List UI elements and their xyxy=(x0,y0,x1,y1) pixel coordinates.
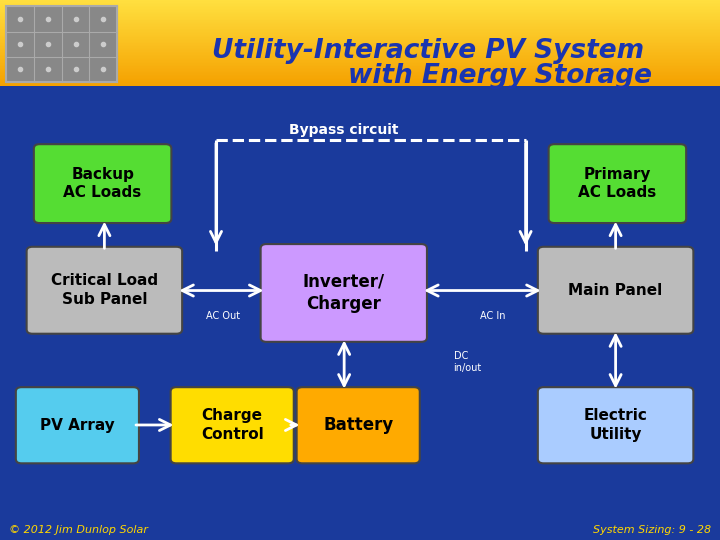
FancyBboxPatch shape xyxy=(0,19,720,20)
FancyBboxPatch shape xyxy=(0,10,720,11)
FancyBboxPatch shape xyxy=(0,62,720,63)
FancyBboxPatch shape xyxy=(297,387,420,463)
FancyBboxPatch shape xyxy=(0,69,720,71)
FancyBboxPatch shape xyxy=(0,2,720,3)
Text: Primary
AC Loads: Primary AC Loads xyxy=(578,167,657,200)
FancyBboxPatch shape xyxy=(0,15,720,16)
FancyBboxPatch shape xyxy=(0,28,720,29)
FancyBboxPatch shape xyxy=(0,58,720,59)
FancyBboxPatch shape xyxy=(0,72,720,73)
FancyBboxPatch shape xyxy=(0,11,720,13)
FancyBboxPatch shape xyxy=(0,66,720,68)
Text: Electric
Utility: Electric Utility xyxy=(584,408,647,442)
FancyBboxPatch shape xyxy=(0,39,720,40)
FancyBboxPatch shape xyxy=(0,59,720,60)
FancyBboxPatch shape xyxy=(0,43,720,45)
FancyBboxPatch shape xyxy=(0,33,720,35)
FancyBboxPatch shape xyxy=(0,23,720,24)
FancyBboxPatch shape xyxy=(0,40,720,42)
Text: PV Array: PV Array xyxy=(40,418,114,433)
FancyBboxPatch shape xyxy=(0,37,720,39)
FancyBboxPatch shape xyxy=(0,75,720,76)
Text: Charge
Control: Charge Control xyxy=(201,408,264,442)
FancyBboxPatch shape xyxy=(16,387,139,463)
Text: Inverter/
Charger: Inverter/ Charger xyxy=(302,273,385,313)
FancyBboxPatch shape xyxy=(0,82,720,84)
FancyBboxPatch shape xyxy=(0,16,720,17)
FancyBboxPatch shape xyxy=(0,32,720,33)
FancyBboxPatch shape xyxy=(261,244,427,342)
FancyBboxPatch shape xyxy=(538,387,693,463)
FancyBboxPatch shape xyxy=(6,6,117,82)
FancyBboxPatch shape xyxy=(0,17,720,19)
FancyBboxPatch shape xyxy=(0,22,720,23)
FancyBboxPatch shape xyxy=(0,6,720,7)
FancyBboxPatch shape xyxy=(0,52,720,53)
FancyBboxPatch shape xyxy=(0,84,720,85)
FancyBboxPatch shape xyxy=(0,42,720,43)
FancyBboxPatch shape xyxy=(27,247,182,334)
FancyBboxPatch shape xyxy=(34,144,171,223)
Text: Bypass circuit: Bypass circuit xyxy=(289,123,399,137)
FancyBboxPatch shape xyxy=(0,60,720,62)
Text: Backup
AC Loads: Backup AC Loads xyxy=(63,167,142,200)
FancyBboxPatch shape xyxy=(0,85,720,86)
FancyBboxPatch shape xyxy=(0,0,720,2)
FancyBboxPatch shape xyxy=(0,46,720,48)
FancyBboxPatch shape xyxy=(0,26,720,28)
FancyBboxPatch shape xyxy=(0,65,720,66)
FancyBboxPatch shape xyxy=(0,30,720,32)
FancyBboxPatch shape xyxy=(0,45,720,46)
FancyBboxPatch shape xyxy=(0,79,720,80)
FancyBboxPatch shape xyxy=(0,36,720,37)
FancyBboxPatch shape xyxy=(0,7,720,9)
Text: AC In: AC In xyxy=(480,311,506,321)
Text: © 2012 Jim Dunlop Solar: © 2012 Jim Dunlop Solar xyxy=(9,525,148,535)
FancyBboxPatch shape xyxy=(0,78,720,79)
FancyBboxPatch shape xyxy=(0,56,720,58)
Text: with Energy Storage: with Energy Storage xyxy=(348,63,652,89)
FancyBboxPatch shape xyxy=(549,144,686,223)
FancyBboxPatch shape xyxy=(0,3,720,4)
FancyBboxPatch shape xyxy=(0,24,720,26)
FancyBboxPatch shape xyxy=(0,80,720,82)
FancyBboxPatch shape xyxy=(171,387,294,463)
FancyBboxPatch shape xyxy=(0,63,720,65)
Text: DC
in/out: DC in/out xyxy=(454,351,482,373)
FancyBboxPatch shape xyxy=(0,50,720,52)
FancyBboxPatch shape xyxy=(0,4,720,6)
Text: Main Panel: Main Panel xyxy=(569,283,662,298)
FancyBboxPatch shape xyxy=(0,35,720,36)
FancyBboxPatch shape xyxy=(0,29,720,30)
Text: Critical Load
Sub Panel: Critical Load Sub Panel xyxy=(51,273,158,307)
FancyBboxPatch shape xyxy=(538,247,693,334)
Text: Battery: Battery xyxy=(323,416,393,434)
FancyBboxPatch shape xyxy=(0,20,720,22)
FancyBboxPatch shape xyxy=(0,48,720,49)
FancyBboxPatch shape xyxy=(0,71,720,72)
FancyBboxPatch shape xyxy=(0,9,720,10)
Text: System Sizing: 9 - 28: System Sizing: 9 - 28 xyxy=(593,525,711,535)
FancyBboxPatch shape xyxy=(0,49,720,50)
Text: Utility-Interactive PV System: Utility-Interactive PV System xyxy=(212,38,644,64)
FancyBboxPatch shape xyxy=(0,76,720,78)
FancyBboxPatch shape xyxy=(0,73,720,75)
Text: AC Out: AC Out xyxy=(206,311,240,321)
FancyBboxPatch shape xyxy=(0,68,720,69)
FancyBboxPatch shape xyxy=(0,13,720,15)
FancyBboxPatch shape xyxy=(0,55,720,56)
FancyBboxPatch shape xyxy=(0,53,720,55)
